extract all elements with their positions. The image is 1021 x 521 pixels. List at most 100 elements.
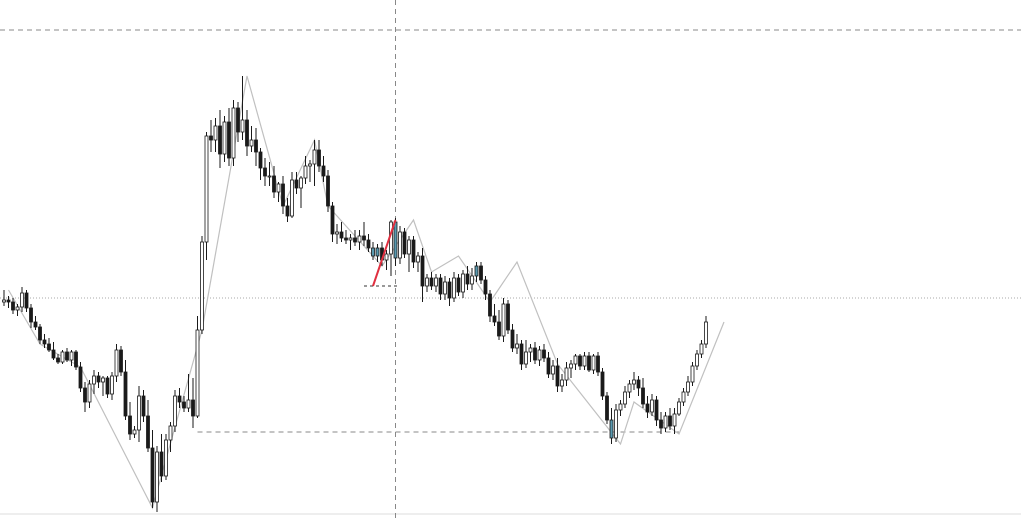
drawing-objects <box>364 219 400 287</box>
candle-body <box>29 307 33 323</box>
candle-body <box>362 235 366 241</box>
candle-body <box>209 135 213 141</box>
candle <box>272 166 276 198</box>
candle <box>69 350 74 366</box>
candle-body <box>659 419 663 429</box>
candle <box>47 338 51 352</box>
candle-body <box>326 175 330 207</box>
candle-body <box>254 139 258 153</box>
candle <box>24 290 29 312</box>
candle-body <box>515 343 519 349</box>
candle <box>677 398 681 416</box>
candle <box>641 378 645 408</box>
candle <box>488 290 492 322</box>
candle-body <box>447 281 452 299</box>
candle-body <box>641 387 645 405</box>
candle-body <box>15 306 20 311</box>
candle <box>195 316 200 418</box>
candle <box>92 370 96 394</box>
candle <box>627 380 632 398</box>
candle <box>429 272 434 290</box>
candle <box>537 346 542 366</box>
candle <box>348 234 353 250</box>
candle-body <box>506 303 510 331</box>
candle <box>6 296 11 308</box>
candle-body <box>587 355 591 371</box>
candles <box>2 76 708 512</box>
candle-body <box>339 231 344 239</box>
candle-body <box>290 179 294 217</box>
candle-body <box>51 349 56 359</box>
candle-body <box>83 387 87 403</box>
candle <box>704 316 708 348</box>
candle <box>137 386 141 442</box>
candle <box>452 272 456 302</box>
candle-body <box>204 135 209 243</box>
candle <box>366 234 371 252</box>
candle <box>650 394 654 416</box>
trend-line <box>372 219 397 287</box>
candle-body <box>497 321 501 337</box>
candle <box>546 352 551 378</box>
candle <box>699 340 704 358</box>
candle-body <box>524 351 528 365</box>
candle-body <box>371 247 375 257</box>
candle <box>407 236 411 272</box>
candle <box>479 262 483 284</box>
candle-body <box>186 399 191 409</box>
candle-body <box>236 107 240 133</box>
candle-body <box>663 415 668 429</box>
candle <box>564 362 569 386</box>
candle <box>141 390 146 422</box>
candle-body <box>348 237 353 241</box>
candle-body <box>636 379 641 389</box>
candle-body <box>366 239 371 249</box>
candle <box>344 230 348 244</box>
candle <box>618 400 623 416</box>
candle-body <box>110 375 114 395</box>
candle <box>60 350 65 364</box>
candle-body <box>24 292 29 309</box>
candle <box>339 222 344 242</box>
candle <box>659 412 663 434</box>
candle <box>114 344 119 382</box>
candle-body <box>479 265 483 281</box>
candle-body <box>299 177 303 189</box>
candle <box>258 148 263 180</box>
candle-body <box>96 375 101 383</box>
candle-body <box>240 119 245 133</box>
candle-body <box>213 125 218 141</box>
candle-body <box>483 279 488 295</box>
candle-body <box>105 377 110 395</box>
candle <box>384 250 389 270</box>
candle <box>524 340 528 368</box>
candle-body <box>182 401 186 409</box>
candle-body <box>123 371 128 417</box>
candle-body <box>101 377 105 383</box>
candle-body <box>6 299 11 303</box>
candle-body <box>317 149 321 167</box>
candle-body <box>596 355 600 373</box>
candle <box>20 287 24 312</box>
candle <box>461 270 465 298</box>
candle <box>398 226 402 264</box>
candle <box>177 388 182 408</box>
candle <box>83 382 87 412</box>
candle <box>182 396 186 412</box>
candle <box>236 102 240 142</box>
candle-body <box>618 403 623 411</box>
candle-body <box>60 351 65 363</box>
candle <box>371 242 375 260</box>
candle-body <box>159 451 164 477</box>
candle <box>425 274 429 292</box>
candle <box>132 426 137 438</box>
candle <box>582 352 587 370</box>
candle-body <box>141 395 146 417</box>
candle <box>38 324 42 344</box>
candle-body <box>650 399 654 413</box>
candle <box>330 202 335 242</box>
candle <box>551 360 555 380</box>
candle <box>668 408 672 430</box>
